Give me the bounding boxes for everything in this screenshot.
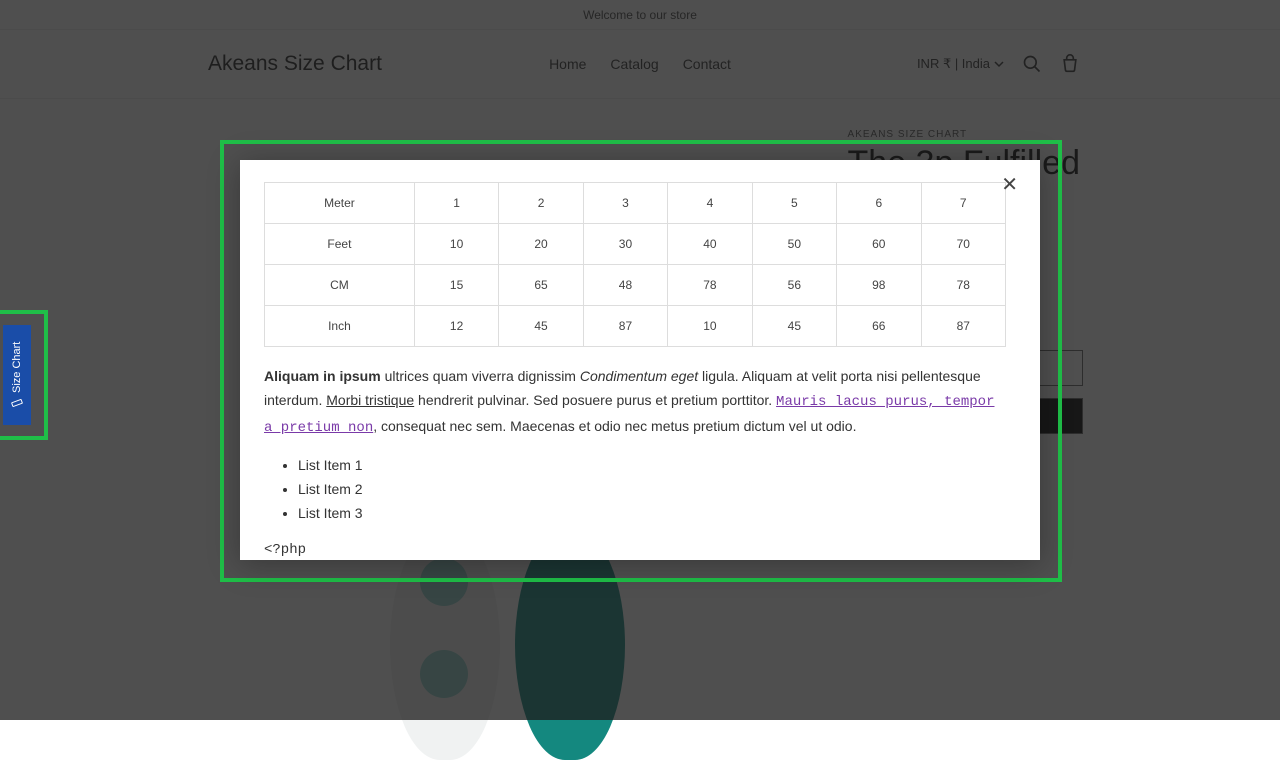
size-chart-tab-label: Size Chart [11, 341, 23, 392]
ruler-icon [11, 397, 23, 409]
link-morbi[interactable]: Morbi tristique [326, 392, 414, 408]
modal-paragraph: Aliquam in ipsum ultrices quam viverra d… [264, 365, 1006, 440]
table-row: Feet 10 20 30 40 50 60 70 [265, 224, 1006, 265]
list-item: List Item 2 [298, 478, 1006, 502]
close-icon[interactable]: ✕ [1001, 172, 1018, 197]
size-chart-modal: ✕ Meter 1 2 3 4 5 6 7 Feet 10 20 30 [240, 160, 1040, 560]
code-snippet: <?php [264, 542, 1006, 558]
table-row: Meter 1 2 3 4 5 6 7 [265, 183, 1006, 224]
table-row: Inch 12 45 87 10 45 66 87 [265, 306, 1006, 347]
list-item: List Item 3 [298, 502, 1006, 526]
table-row: CM 15 65 48 78 56 98 78 [265, 265, 1006, 306]
modal-list: List Item 1 List Item 2 List Item 3 [264, 454, 1006, 525]
modal-content[interactable]: Meter 1 2 3 4 5 6 7 Feet 10 20 30 40 50 … [240, 160, 1030, 560]
size-table: Meter 1 2 3 4 5 6 7 Feet 10 20 30 40 50 … [264, 182, 1006, 347]
list-item: List Item 1 [298, 454, 1006, 478]
size-chart-tab[interactable]: Size Chart [3, 325, 31, 425]
